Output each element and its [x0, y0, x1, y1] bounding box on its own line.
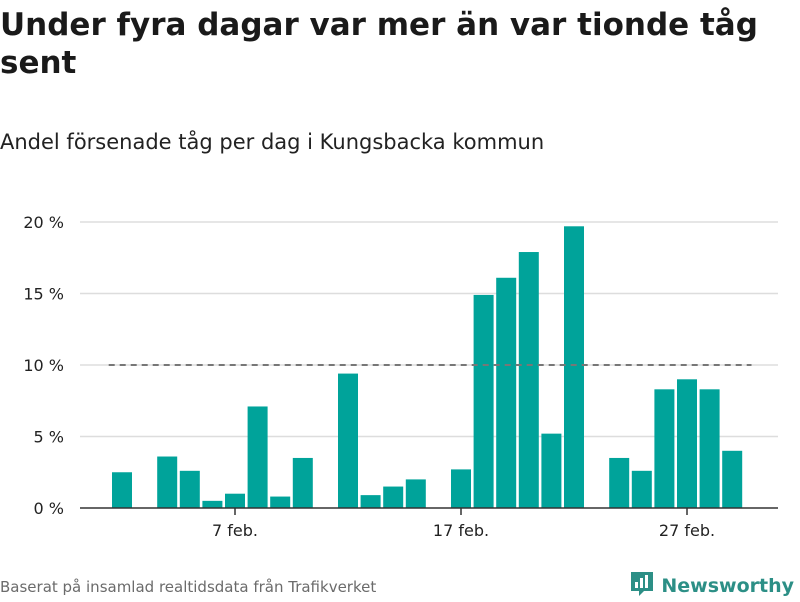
bar: [473, 294, 494, 508]
source-note: Baserat på insamlad realtidsdata från Tr…: [0, 578, 377, 596]
y-tick-label: 5 %: [34, 428, 64, 447]
brand-logo: Newsworthy: [629, 570, 794, 602]
x-axis-ticks: 7 feb. 17 feb. 27 feb.: [212, 508, 715, 540]
x-tick-label: 7 feb.: [212, 521, 258, 540]
bar: [360, 495, 381, 508]
bar: [405, 479, 426, 508]
chart-subtitle: Andel försenade tåg per dag i Kungsbacka…: [0, 130, 545, 154]
bar: [699, 389, 720, 508]
bars: [112, 226, 743, 508]
bar: [677, 379, 697, 508]
bar-chart: 0 % 5 % 10 % 15 % 20 % 7 feb. 17 feb. 27 feb.: [23, 213, 778, 540]
bar: [292, 457, 313, 508]
bar: [609, 457, 630, 508]
bar: [541, 433, 562, 508]
y-tick-label: 10 %: [23, 356, 64, 375]
bar: [225, 493, 245, 508]
bar: [564, 226, 584, 508]
brand-name: Newsworthy: [661, 575, 794, 597]
bar: [631, 470, 652, 508]
bar: [270, 496, 291, 508]
bar: [518, 252, 539, 508]
bar: [383, 486, 404, 508]
x-tick-label: 27 feb.: [659, 521, 715, 540]
bar: [722, 450, 743, 508]
chart-title: Under fyra dagar var mer än var tionde t…: [0, 7, 758, 81]
bar: [157, 456, 178, 508]
y-tick-label: 15 %: [23, 285, 64, 304]
y-tick-label: 20 %: [23, 213, 64, 232]
bar: [338, 373, 358, 508]
bar: [179, 470, 200, 508]
newsworthy-logo-icon: [629, 570, 655, 602]
bar: [451, 469, 471, 508]
y-tick-label: 0 %: [34, 499, 64, 518]
bar: [496, 277, 517, 508]
bar: [202, 500, 223, 508]
bar: [654, 389, 675, 508]
x-tick-label: 17 feb.: [433, 521, 489, 540]
bar: [112, 472, 132, 508]
bar: [247, 406, 268, 508]
y-axis-ticks: 0 % 5 % 10 % 15 % 20 %: [23, 213, 64, 518]
